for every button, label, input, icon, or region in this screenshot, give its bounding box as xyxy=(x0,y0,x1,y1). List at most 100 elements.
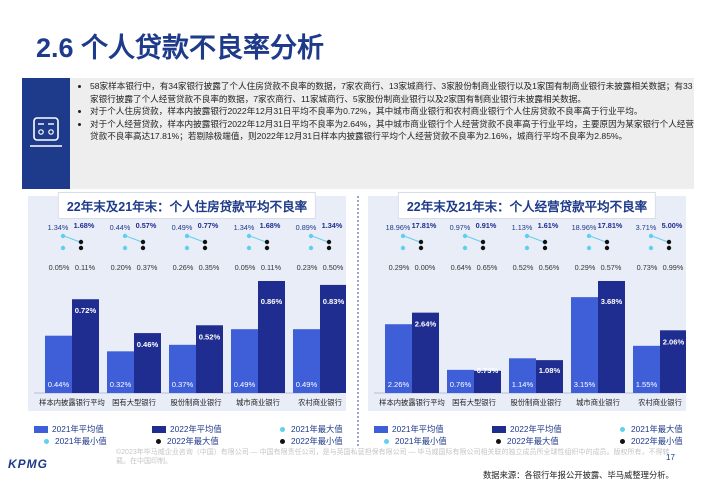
bar-avg2021 xyxy=(107,351,134,393)
label-avg2022: 0.52% xyxy=(199,332,221,341)
label-min2021: 0.20% xyxy=(111,263,132,272)
bar-avg2022 xyxy=(196,325,223,393)
label-min2021: 0.29% xyxy=(389,263,410,272)
legend-dot xyxy=(496,439,501,445)
label-avg2021: 3.15% xyxy=(574,380,596,389)
dot-min2021 xyxy=(462,245,468,251)
legend-label: 2021年平均值 xyxy=(392,424,444,434)
category-label: 股份制商业银行 xyxy=(170,398,221,407)
label-avg2021: 0.37% xyxy=(172,380,194,389)
label-avg2021: 2.26% xyxy=(388,380,410,389)
label-avg2021: 0.76% xyxy=(450,380,472,389)
bar-avg2021 xyxy=(169,344,196,393)
legend-max2021: 2021年最大值 xyxy=(276,423,343,435)
legend-swatch xyxy=(152,426,166,434)
dot-min2021 xyxy=(184,245,190,251)
legend-max2021: 2021年最大值 xyxy=(616,423,683,435)
legend-label: 2022年平均值 xyxy=(510,424,562,434)
dot-max2021 xyxy=(400,233,406,239)
dot-max2021 xyxy=(308,233,314,239)
legend-swatch xyxy=(34,426,48,434)
dot-min2022 xyxy=(666,245,672,251)
label-min2021: 0.52% xyxy=(513,263,534,272)
legend-label: 2022年平均值 xyxy=(170,424,222,434)
legend-label: 2022年最小值 xyxy=(291,436,343,446)
legend-dot xyxy=(280,427,285,433)
bar-avg2021 xyxy=(571,297,598,393)
label-max2021: 0.49% xyxy=(172,223,193,232)
label-max2022: 0.91% xyxy=(476,221,497,230)
label-max2022: 0.77% xyxy=(198,221,219,230)
business-loan-chart: 2.26%2.64%18.96% 17.81%0.29% 0.00%样本内披露银行平… xyxy=(374,221,686,407)
label-max2021: 1.13% xyxy=(512,223,533,232)
panel-divider xyxy=(357,196,359,446)
label-min2022: 0.99% xyxy=(663,263,684,272)
label-min2021: 0.05% xyxy=(235,263,256,272)
label-max2021: 1.34% xyxy=(48,223,69,232)
legend-swatch xyxy=(374,426,388,434)
dot-max2022 xyxy=(604,239,610,245)
legend-min2022: 2022年最小值 xyxy=(276,435,343,447)
bar-avg2021 xyxy=(45,335,72,393)
dot-min2021 xyxy=(400,245,406,251)
dot-min2021 xyxy=(246,245,252,251)
dot-max2022 xyxy=(418,239,424,245)
dot-max2021 xyxy=(246,233,252,239)
label-avg2021: 0.44% xyxy=(48,380,70,389)
legend-dot xyxy=(156,439,161,445)
label-max2021: 18.96% xyxy=(386,223,411,232)
legend-max2022: 2022年最大值 xyxy=(492,435,559,447)
label-min2021: 0.73% xyxy=(637,263,658,272)
page-title: 2.6 个人贷款不良率分析 xyxy=(36,33,325,63)
label-min2021: 0.26% xyxy=(173,263,194,272)
dot-max2021 xyxy=(524,233,530,239)
legend-min2022: 2022年最小值 xyxy=(616,435,683,447)
dot-max2021 xyxy=(184,233,190,239)
legend-min2021: 2021年最小值 xyxy=(380,435,447,447)
dot-max2022 xyxy=(140,239,146,245)
legend-avg2022: 2022年平均值 xyxy=(492,423,562,435)
dot-min2022 xyxy=(542,245,548,251)
legend-dot xyxy=(384,439,389,445)
kpmg-logo: KPMG xyxy=(8,457,48,471)
label-avg2022: 0.72% xyxy=(75,306,97,315)
bar-avg2022 xyxy=(258,281,285,393)
legend-label: 2021年最大值 xyxy=(631,424,683,434)
dot-min2022 xyxy=(418,245,424,251)
label-avg2022: 0.46% xyxy=(137,340,159,349)
legend-min2021: 2021年最小值 xyxy=(40,435,107,447)
legend-dot xyxy=(620,427,625,433)
dot-max2022 xyxy=(326,239,332,245)
label-min2022: 0.37% xyxy=(137,263,158,272)
top-bar xyxy=(0,0,710,4)
category-label: 国有大型银行 xyxy=(112,398,156,407)
page-number: 17 xyxy=(666,453,675,462)
label-max2021: 0.44% xyxy=(110,223,131,232)
label-min2022: 0.11% xyxy=(261,263,282,272)
dot-min2021 xyxy=(122,245,128,251)
bar-avg2021 xyxy=(447,369,474,393)
legend-label: 2021年最小值 xyxy=(55,436,107,446)
legend-dot xyxy=(280,439,285,445)
dot-min2022 xyxy=(480,245,486,251)
max-connector xyxy=(187,235,205,243)
label-max2022: 1.34% xyxy=(322,221,343,230)
dot-min2021 xyxy=(648,245,654,251)
legend-avg2022: 2022年平均值 xyxy=(152,423,222,435)
label-avg2022: 0.73% xyxy=(477,366,499,375)
dot-max2021 xyxy=(586,233,592,239)
bar-avg2022 xyxy=(412,312,439,393)
dot-min2021 xyxy=(60,245,66,251)
dot-min2022 xyxy=(140,245,146,251)
legend-avg2021: 2021年平均值 xyxy=(374,423,444,435)
legend-label: 2022年最小值 xyxy=(631,436,683,446)
category-label: 农村商业银行 xyxy=(298,398,342,407)
category-label: 股份制商业银行 xyxy=(510,398,561,407)
legend-avg2021: 2021年平均值 xyxy=(34,423,104,435)
max-connector xyxy=(403,235,421,243)
label-min2022: 0.57% xyxy=(601,263,622,272)
dot-min2022 xyxy=(264,245,270,251)
dot-min2021 xyxy=(586,245,592,251)
label-max2022: 1.61% xyxy=(538,221,559,230)
category-label: 国有大型银行 xyxy=(452,398,496,407)
